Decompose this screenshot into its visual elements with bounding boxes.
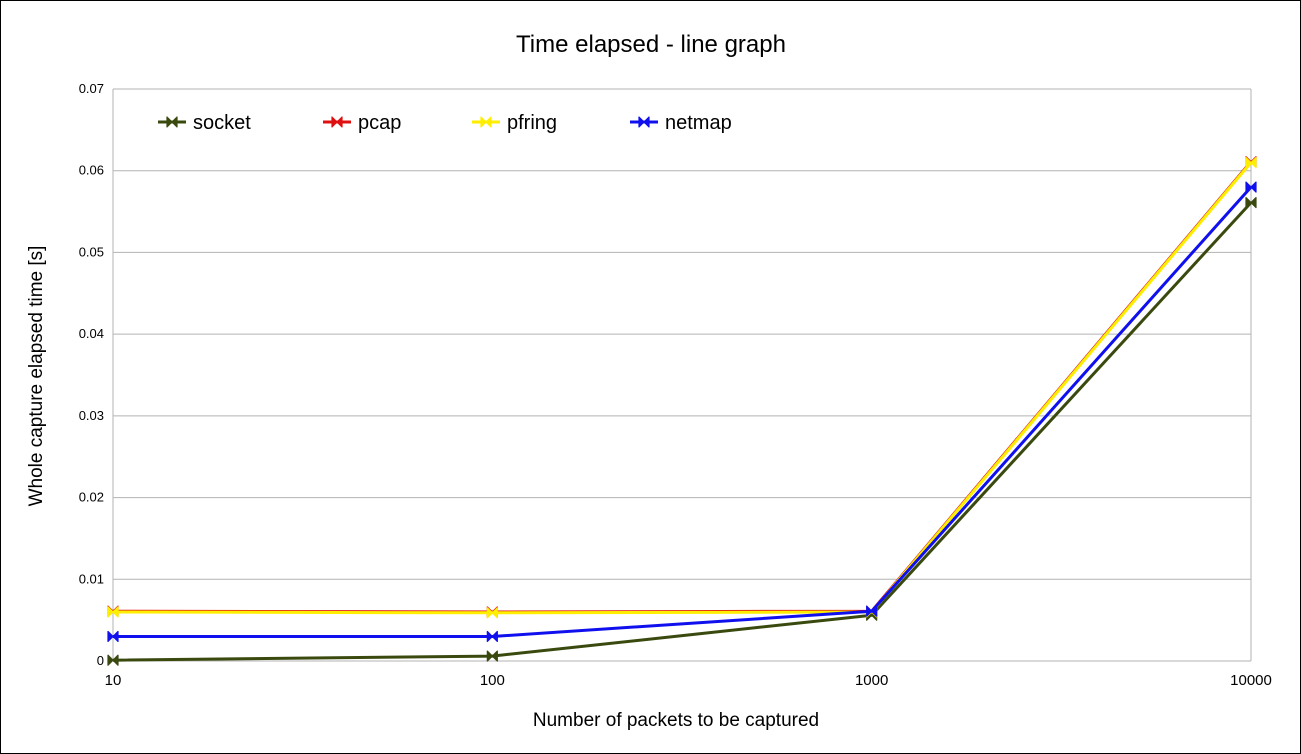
- x-tick-labels: 10 100 1000 10000: [105, 672, 1272, 689]
- legend-marker-netmap: [638, 116, 650, 128]
- series-socket: [107, 196, 1257, 666]
- data-point-pfring: [107, 606, 119, 618]
- data-point-netmap: [486, 630, 498, 643]
- data-point-socket: [486, 650, 498, 662]
- data-point-socket: [107, 654, 119, 666]
- y-tick-label: 0.01: [79, 571, 104, 586]
- data-point-socket: [1245, 196, 1257, 209]
- y-tick-label: 0.06: [79, 163, 104, 178]
- series-line-socket: [112, 201, 1253, 662]
- y-tick-label: 0.07: [79, 81, 104, 96]
- y-tick-label: 0.03: [79, 408, 104, 423]
- legend-label-netmap: netmap: [665, 112, 732, 134]
- x-axis-title: Number of packets to be captured: [533, 710, 819, 731]
- series-netmap: [107, 181, 1257, 643]
- x-tick-label: 10000: [1230, 672, 1272, 689]
- data-point-netmap: [107, 630, 119, 643]
- legend-marker-pfring: [480, 116, 492, 128]
- series-pfring: [107, 156, 1257, 619]
- series-line-netmap: [113, 186, 1253, 638]
- y-tick-label: 0.04: [79, 326, 104, 341]
- legend-marker-pcap: [331, 116, 343, 128]
- legend-item-pfring: pfring: [472, 112, 557, 134]
- legend-item-netmap: netmap: [630, 112, 732, 134]
- y-tick-labels: 0 0.01 0.02 0.03 0.04 0.05 0.06 0.07: [79, 81, 104, 668]
- legend: socket pcap pfring netmap: [158, 112, 732, 134]
- legend-item-socket: socket: [158, 112, 251, 134]
- chart-title: Time elapsed - line graph: [516, 31, 786, 58]
- data-point-pfring: [1245, 156, 1257, 169]
- legend-item-pcap: pcap: [323, 112, 401, 134]
- data-point-netmap: [1245, 181, 1257, 193]
- legend-label-pfring: pfring: [507, 112, 557, 134]
- axes: [112, 89, 1252, 661]
- x-tick-label: 1000: [855, 672, 888, 689]
- y-tick-label: 0.05: [79, 244, 104, 259]
- y-tick-label: 0.02: [79, 490, 104, 505]
- y-tick-label: 0: [97, 653, 104, 668]
- series-pcap: [107, 156, 1257, 618]
- legend-label-socket: socket: [193, 112, 251, 134]
- series-line-pfring: [112, 161, 1253, 615]
- gridlines: [113, 88, 1251, 662]
- series-lines: [107, 156, 1257, 666]
- legend-label-pcap: pcap: [358, 112, 401, 134]
- data-point-netmap: [866, 605, 878, 617]
- legend-marker-socket: [166, 116, 178, 128]
- x-tick-label: 100: [480, 672, 505, 689]
- y-axis-title: Whole capture elapsed time [s]: [26, 246, 47, 507]
- x-tick-label: 10: [105, 672, 122, 689]
- data-point-pfring: [486, 607, 498, 619]
